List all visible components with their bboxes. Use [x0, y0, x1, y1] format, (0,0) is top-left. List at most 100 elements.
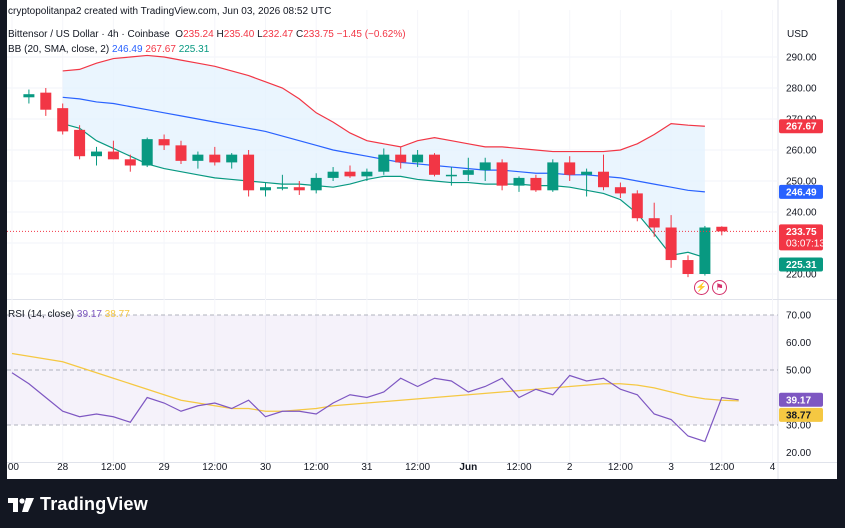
candle-body[interactable]: [57, 108, 69, 132]
candle-body[interactable]: [412, 154, 424, 163]
tradingview-wordmark: TradingView: [40, 494, 148, 514]
change-value: −1.45 (−0.62%): [336, 29, 406, 40]
candle-body[interactable]: [462, 170, 474, 175]
price-tick-label: 260.00: [786, 146, 817, 157]
low-value: 232.47: [262, 29, 294, 40]
candle-body[interactable]: [40, 92, 52, 110]
candle-body[interactable]: [682, 260, 694, 274]
candle-body[interactable]: [243, 154, 255, 191]
bar-countdown: 03:07:13: [786, 238, 825, 249]
tradingview-mark-icon: [8, 497, 34, 512]
close-label: C: [296, 29, 304, 40]
candle-body[interactable]: [429, 154, 440, 175]
time-tick-label: 12:00: [101, 462, 126, 473]
candle-body[interactable]: [581, 171, 593, 175]
currency-label[interactable]: USD: [787, 29, 809, 40]
candle-body[interactable]: [479, 162, 491, 171]
time-tick-label: 30: [260, 462, 272, 473]
candle-body[interactable]: [293, 187, 305, 191]
rsi-tick-label: 30.00: [786, 421, 811, 432]
time-tick-label: 12:00: [304, 462, 329, 473]
time-tick-label: 2: [567, 462, 573, 473]
candle-body[interactable]: [614, 187, 626, 194]
rsi-ma-tag-bg: [779, 407, 823, 422]
candle-body[interactable]: [665, 227, 677, 261]
bb-upper-line: [62, 54, 705, 153]
symbol-title[interactable]: Bittensor / US Dollar · 4h · Coinbase: [8, 29, 170, 40]
candle-body[interactable]: [107, 151, 119, 160]
rsi-tag: 39.17: [786, 395, 811, 406]
time-tick-label: 28: [57, 462, 69, 473]
symbol-row: Bittensor / US Dollar · 4h · Coinbase O2…: [8, 29, 406, 40]
bb-lower-tag-bg: [779, 257, 823, 272]
candle-body[interactable]: [513, 177, 525, 186]
rsi-tag-bg: [779, 392, 823, 407]
bb-basis-tag: 246.49: [786, 187, 817, 198]
candle-body[interactable]: [547, 162, 559, 191]
candle-body[interactable]: [631, 193, 643, 219]
bb-upper-value: 267.67: [145, 44, 176, 55]
candle-body[interactable]: [158, 139, 170, 146]
price-tick-label: 280.00: [786, 84, 817, 95]
time-tick-label: Jun: [459, 462, 477, 473]
bb-lower-value: 225.31: [178, 44, 210, 55]
candle-body[interactable]: [699, 227, 711, 275]
candle-body[interactable]: [445, 174, 457, 177]
bb-legend[interactable]: BB (20, SMA, close, 2) 246.49 267.67 225…: [8, 44, 209, 55]
candle-body[interactable]: [91, 151, 102, 157]
chart-credit: cryptopolitanpa2 created with TradingVie…: [8, 6, 332, 17]
candle-body[interactable]: [598, 171, 609, 188]
candle-body[interactable]: [74, 129, 86, 157]
tradingview-logo[interactable]: TradingView: [8, 494, 148, 515]
candle-body[interactable]: [327, 171, 339, 178]
high-value: 235.40: [223, 29, 255, 40]
time-tick-label: 29: [159, 462, 171, 473]
bb-lower-tag: 225.31: [786, 260, 817, 271]
bb-label: BB (20, SMA, close, 2): [8, 44, 110, 55]
candle-body[interactable]: [310, 177, 322, 191]
time-tick-label: 12:00: [405, 462, 430, 473]
close-value: 233.75: [303, 29, 334, 40]
candle-body[interactable]: [496, 162, 508, 186]
candle-body[interactable]: [716, 226, 728, 232]
candle-body[interactable]: [141, 139, 153, 166]
candle-body[interactable]: [260, 187, 271, 191]
candle-body[interactable]: [175, 145, 187, 161]
price-tick-label: 240.00: [786, 208, 817, 219]
time-tick-label: 12:00: [202, 462, 227, 473]
rsi-ma-tag: 38.77: [786, 410, 811, 421]
candle-body[interactable]: [23, 94, 35, 98]
rsi-value: 39.17: [76, 309, 102, 320]
candle-body[interactable]: [564, 162, 576, 175]
candle-body[interactable]: [530, 177, 542, 191]
candle-body[interactable]: [192, 154, 204, 161]
low-label: L: [257, 29, 263, 40]
candle-body[interactable]: [124, 159, 136, 166]
rsi-legend[interactable]: RSI (14, close) 39.17 38.77: [8, 309, 130, 320]
rsi-tick-label: 20.00: [786, 448, 811, 459]
rsi-ma-value: 38.77: [104, 309, 130, 320]
price-tick-label: 290.00: [786, 53, 817, 64]
time-tick-label: 4: [770, 462, 776, 473]
last-price-tag: 233.75: [786, 227, 817, 238]
candle-body[interactable]: [226, 154, 238, 163]
candle-body[interactable]: [209, 154, 221, 163]
candle-body[interactable]: [378, 154, 390, 172]
rsi-line: [11, 372, 739, 443]
flag-event-icon[interactable]: ⚑: [712, 280, 727, 295]
time-tick-label: 12:00: [709, 462, 734, 473]
lightning-event-icon[interactable]: ⚡: [694, 280, 709, 295]
candle-body[interactable]: [648, 218, 660, 228]
candle-body[interactable]: [395, 154, 407, 163]
rsi-ma-line: [11, 352, 739, 412]
candle-body[interactable]: [276, 187, 288, 189]
price-tick-label: 220.00: [786, 270, 817, 281]
bb-basis-tag-bg: [779, 184, 823, 199]
candle-body[interactable]: [344, 171, 356, 177]
rsi-tick-label: 70.00: [786, 311, 811, 322]
candle-body[interactable]: [361, 171, 373, 177]
event-icons[interactable]: ⚡ ⚑: [694, 280, 727, 295]
last-price-tag-bg: [779, 224, 823, 251]
time-tick-label: 12:00: [608, 462, 633, 473]
